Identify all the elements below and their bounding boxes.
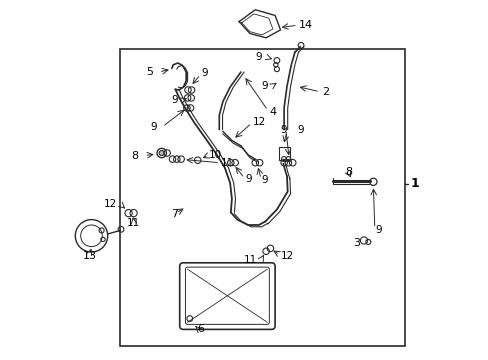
Text: 9: 9 xyxy=(261,175,268,185)
Text: 4: 4 xyxy=(268,107,276,117)
Text: 5: 5 xyxy=(145,67,152,77)
Text: 9: 9 xyxy=(201,68,207,78)
Text: 13: 13 xyxy=(82,251,97,261)
Bar xyxy=(120,49,404,346)
Bar xyxy=(279,147,289,160)
Text: 9: 9 xyxy=(261,81,267,91)
Text: 10: 10 xyxy=(209,150,222,160)
Text: 9: 9 xyxy=(255,51,261,62)
Text: 2: 2 xyxy=(321,87,328,97)
Text: 3: 3 xyxy=(352,238,359,248)
Circle shape xyxy=(159,150,164,156)
Text: 12: 12 xyxy=(252,117,265,127)
Text: 11: 11 xyxy=(244,255,257,265)
Text: 9: 9 xyxy=(244,174,251,184)
Text: 14: 14 xyxy=(299,20,313,30)
Text: 12: 12 xyxy=(280,251,293,261)
Text: 9: 9 xyxy=(374,225,381,235)
Text: 9: 9 xyxy=(297,125,304,135)
Text: 7: 7 xyxy=(171,209,178,219)
Text: 9: 9 xyxy=(171,95,178,105)
Text: 11: 11 xyxy=(221,158,234,168)
Text: 6: 6 xyxy=(197,324,204,334)
Text: 8: 8 xyxy=(131,150,138,161)
Text: 12: 12 xyxy=(103,199,117,209)
Text: 9: 9 xyxy=(150,122,157,132)
Text: 8: 8 xyxy=(345,167,352,177)
Text: 11: 11 xyxy=(127,218,140,228)
Text: 1: 1 xyxy=(409,177,418,190)
Text: 9: 9 xyxy=(280,125,286,135)
